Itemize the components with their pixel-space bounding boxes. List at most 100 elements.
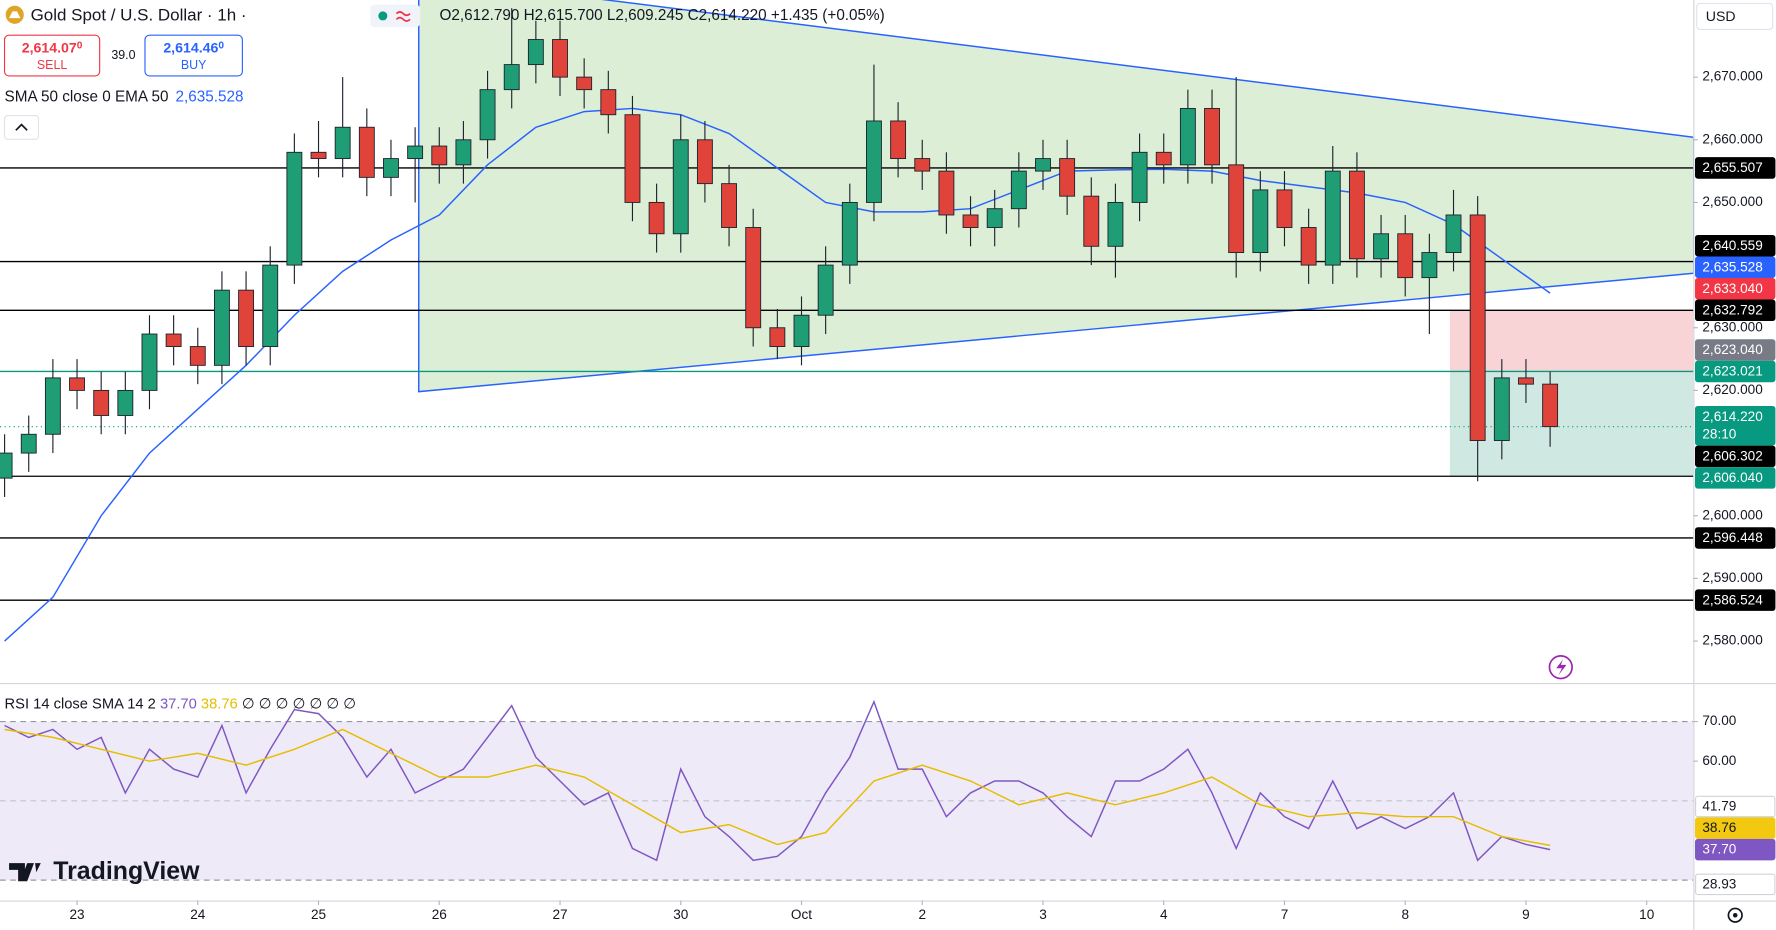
x-tick-label: 23: [69, 907, 84, 922]
candle-body: [1445, 214, 1462, 254]
axis-badge-label: 2,614.220: [1702, 409, 1763, 424]
position-loss-zone: [1449, 310, 1694, 372]
axis-badge: [1695, 527, 1776, 549]
x-tick-label: 24: [190, 907, 206, 922]
moving-average-line: [4, 107, 1551, 642]
axis-badge: [1695, 234, 1776, 257]
candle-body: [1469, 214, 1486, 441]
y-tick-label: 2,620.000: [1702, 382, 1763, 397]
ohlc-value: 2,612.790: [451, 7, 519, 24]
ohlc-change: +1.435 (+0.05%): [771, 7, 885, 24]
logo-text: TradingView: [53, 857, 200, 885]
axis-badge-label: 37.70: [1702, 842, 1736, 857]
axis-badge: [1695, 873, 1776, 896]
x-tick-label: 25: [311, 907, 326, 922]
x-tick-label: 8: [1401, 907, 1409, 922]
status-chip[interactable]: [370, 4, 421, 28]
candle-body: [0, 452, 13, 479]
x-tick-label: 7: [1281, 907, 1289, 922]
overlay: Gold Spot / U.S. Dollar · 1h · O2,612.79…: [3, 2, 1774, 923]
candle-body: [1010, 170, 1027, 210]
candle-body: [745, 227, 762, 329]
sell-button[interactable]: [3, 34, 101, 77]
axis-badge-label: 2,655.507: [1702, 160, 1762, 175]
axis-badge-label: 2,596.448: [1702, 530, 1762, 545]
y-tick-label: 2,600.000: [1702, 507, 1763, 522]
collapse-icon: [15, 123, 28, 131]
candle-body: [310, 151, 327, 160]
axis-badge: [1695, 445, 1776, 468]
settings-icon[interactable]: [1727, 907, 1743, 923]
candle-body: [479, 89, 496, 141]
candle-body: [69, 377, 85, 391]
y-tick-label: 2,670.000: [1702, 69, 1763, 84]
axis-badge: [1695, 360, 1776, 383]
candle-body: [1179, 107, 1196, 166]
collapse-button[interactable]: [3, 115, 40, 140]
candle-body: [334, 126, 351, 160]
rsi-legend-value: 38.76: [201, 696, 238, 712]
candle-body: [165, 333, 182, 348]
rsi-line: [4, 699, 1551, 862]
axis-badge-label: 2,606.040: [1702, 470, 1763, 485]
axis-badge: [1695, 817, 1776, 839]
candle-body: [407, 145, 424, 160]
candle-body: [769, 327, 786, 348]
axis-badge: [1695, 795, 1776, 818]
candle-body: [527, 39, 544, 66]
candle-body: [1083, 195, 1100, 247]
spread: 39.0: [111, 48, 135, 62]
rsi-title: RSI 14 close SMA 14 2: [5, 696, 156, 712]
buy-button[interactable]: [144, 34, 243, 77]
rsi-line: [4, 728, 1551, 847]
alert-icon-glyph: [1556, 659, 1567, 676]
candle-body: [117, 389, 134, 416]
price-tail: 0: [77, 40, 83, 51]
candle-body: [383, 158, 399, 178]
candle-body: [44, 377, 61, 435]
triangle-pattern: [418, 0, 1694, 393]
axis-badge-label: 28.93: [1702, 877, 1736, 892]
candle-body: [914, 158, 931, 172]
indicator-label: SMA 50 close 0 EMA 50: [5, 88, 169, 105]
candle-body: [552, 39, 568, 78]
axis-badge-label: 2,586.524: [1702, 592, 1763, 607]
market-open-dot: [378, 11, 388, 21]
candle-body: [262, 264, 279, 348]
candle-body: [1228, 164, 1245, 254]
axis-badge-label: 2,623.040: [1702, 342, 1763, 357]
axis-badge: [1695, 299, 1776, 322]
candle-body: [1131, 151, 1148, 203]
candle-body: [962, 214, 979, 228]
candle-body: [817, 264, 834, 316]
axis-badge-label: 2,623.021: [1702, 364, 1762, 379]
axis-badge: [1695, 157, 1776, 179]
candle-body: [1348, 170, 1365, 260]
alert-icon[interactable]: [1548, 655, 1573, 680]
candle-body: [1204, 107, 1220, 166]
axis-badge-label: 2,633.040: [1702, 281, 1763, 296]
axis-badge-label: 2,632.792: [1702, 302, 1762, 317]
axis-badge: [1695, 277, 1776, 300]
settings-icon-center: [1732, 912, 1738, 918]
currency-button[interactable]: [1696, 2, 1774, 31]
candle-body: [1300, 227, 1317, 266]
candle-body: [1107, 201, 1124, 247]
axis-badge-label: 41.79: [1702, 799, 1736, 814]
candle-body: [213, 289, 230, 366]
x-tick-label: 4: [1160, 907, 1168, 922]
price-tail: 0: [218, 40, 224, 51]
candle-body: [1397, 233, 1414, 279]
rsi-legend-value: 37.70: [160, 696, 197, 712]
indicator-value: 2,635.528: [176, 88, 244, 105]
ohlc-key: C: [688, 7, 699, 24]
candle-body: [20, 433, 37, 454]
candle-body: [93, 389, 110, 416]
candle-body: [986, 208, 1003, 228]
y-tick-label: 2,590.000: [1702, 570, 1763, 585]
data-icon: [395, 11, 411, 22]
sell-label: SELL: [37, 58, 68, 72]
x-tick-label: 9: [1522, 907, 1530, 922]
